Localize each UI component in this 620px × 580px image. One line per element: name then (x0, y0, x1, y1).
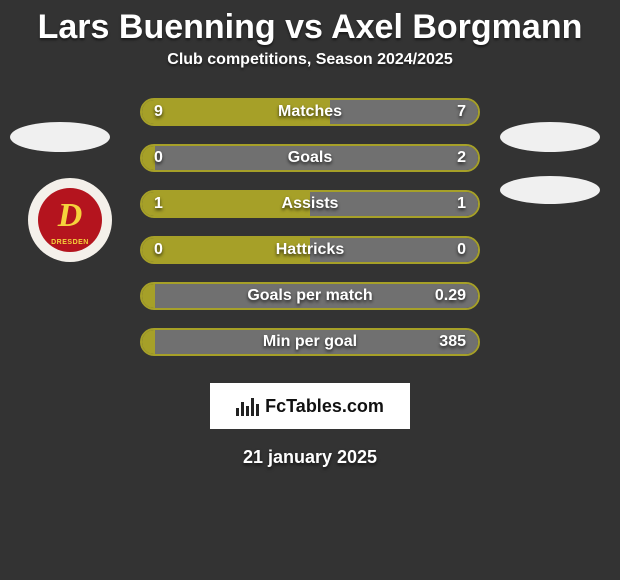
stat-bar-right-fill (310, 238, 478, 262)
stat-row: 11Assists (0, 181, 620, 227)
stat-row: 97Matches (0, 89, 620, 135)
stat-bar-left-fill (142, 192, 310, 216)
stat-row: 385Min per goal (0, 319, 620, 365)
stat-row: 00Hattricks (0, 227, 620, 273)
stats-container: 97Matches 02Goals 11Assists 00Hattricks 0.29… (0, 89, 620, 365)
snapshot-date: 21 january 2025 (0, 447, 620, 468)
stat-bar-left-fill (142, 238, 310, 262)
brand-badge: FcTables.com (210, 383, 410, 429)
comparison-title: Lars Buenning vs Axel Borgmann (0, 0, 620, 51)
stat-bar-right-fill (330, 100, 478, 124)
comparison-subtitle: Club competitions, Season 2024/2025 (0, 51, 620, 89)
stat-bar: 97Matches (140, 98, 480, 126)
stat-bar: 02Goals (140, 144, 480, 172)
stat-bar: 11Assists (140, 190, 480, 218)
stat-row: 02Goals (0, 135, 620, 181)
stat-bar-right-fill (155, 330, 478, 354)
stat-bar-left-fill (142, 146, 155, 170)
stat-bar-left-fill (142, 284, 155, 308)
stat-bar: 385Min per goal (140, 328, 480, 356)
stat-bar-left-fill (142, 330, 155, 354)
stat-row: 0.29Goals per match (0, 273, 620, 319)
stat-bar-right-fill (310, 192, 478, 216)
stat-bar-right-fill (155, 284, 478, 308)
bar-chart-icon (236, 396, 259, 416)
stat-bar: 0.29Goals per match (140, 282, 480, 310)
stat-bar: 00Hattricks (140, 236, 480, 264)
stat-bar-left-fill (142, 100, 330, 124)
brand-text: FcTables.com (265, 396, 384, 417)
stat-bar-right-fill (155, 146, 478, 170)
